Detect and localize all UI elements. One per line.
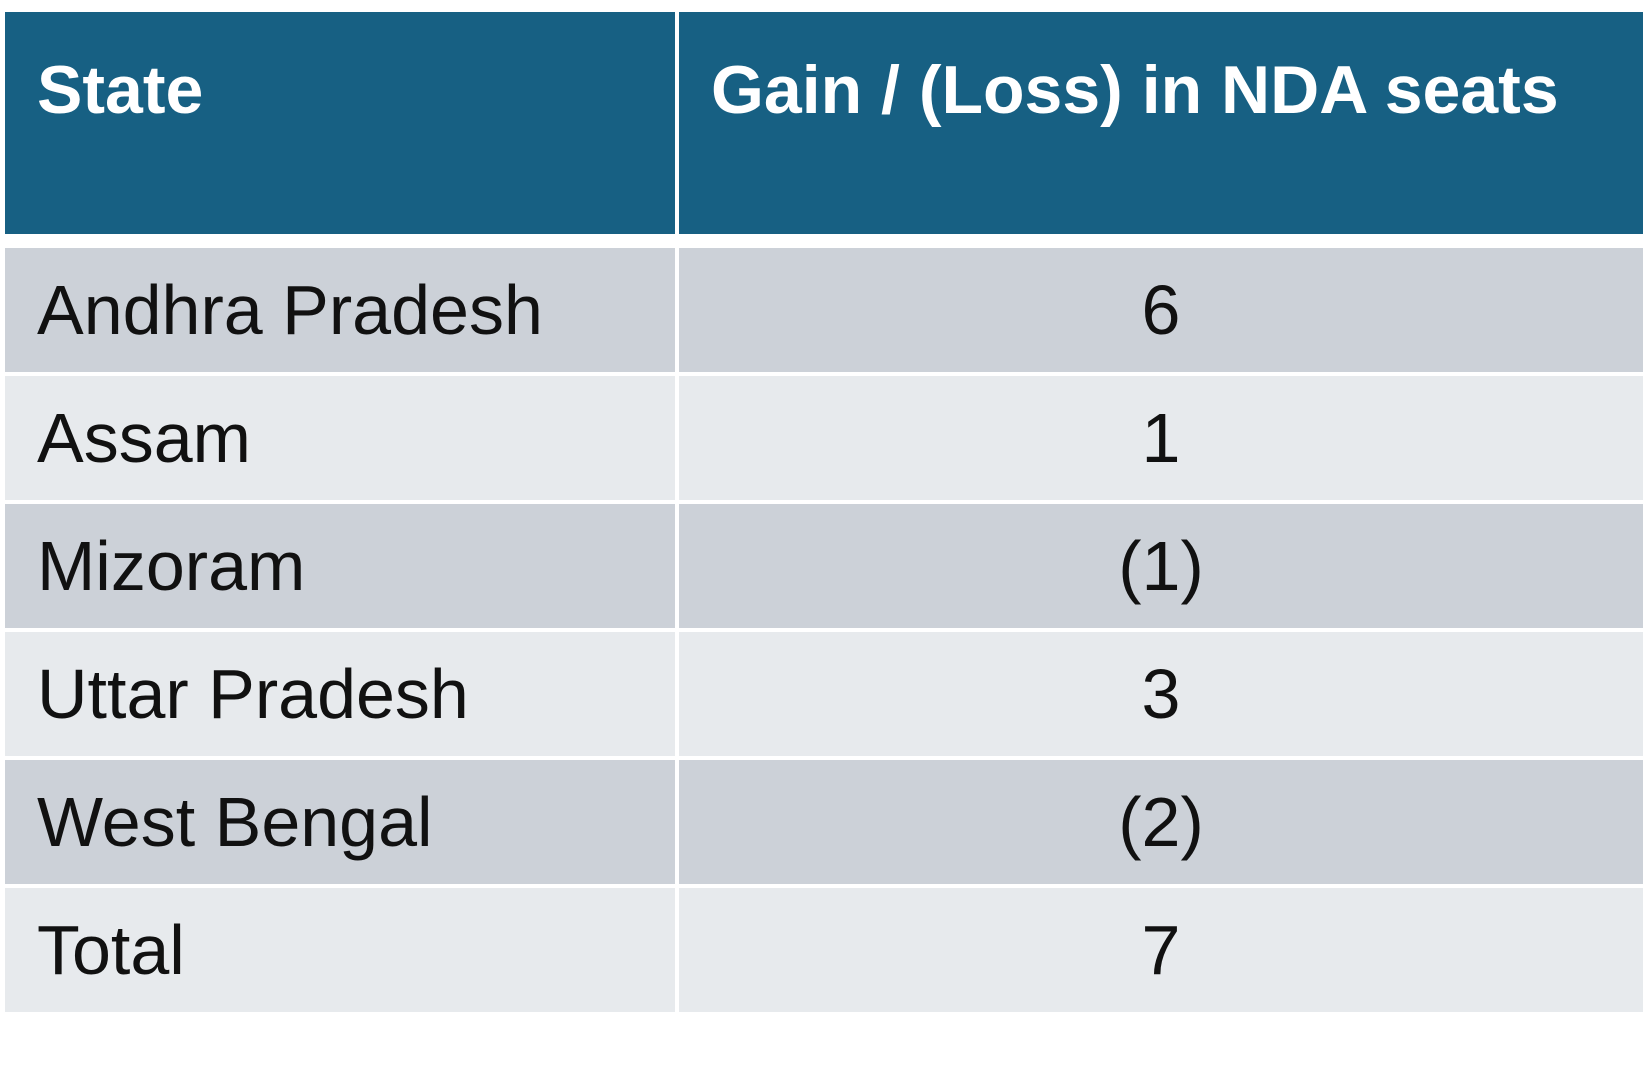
table-header-row: State Gain / (Loss) in NDA seats xyxy=(5,12,1643,234)
gain-cell: (2) xyxy=(679,760,1643,884)
header-gain-loss: Gain / (Loss) in NDA seats xyxy=(679,12,1643,234)
state-cell: Mizoram xyxy=(5,504,675,628)
table-row: Uttar Pradesh 3 xyxy=(5,632,1643,756)
gain-cell: 1 xyxy=(679,376,1643,500)
state-cell: Andhra Pradesh xyxy=(5,248,675,372)
gain-cell: 6 xyxy=(679,248,1643,372)
state-cell-total: Total xyxy=(5,888,675,1012)
table-row: West Bengal (2) xyxy=(5,760,1643,884)
gain-cell: 3 xyxy=(679,632,1643,756)
state-cell: Uttar Pradesh xyxy=(5,632,675,756)
gain-cell: (1) xyxy=(679,504,1643,628)
table-row: Mizoram (1) xyxy=(5,504,1643,628)
table-row: Assam 1 xyxy=(5,376,1643,500)
state-cell: Assam xyxy=(5,376,675,500)
gain-cell-total: 7 xyxy=(679,888,1643,1012)
table-row-total: Total 7 xyxy=(5,888,1643,1012)
table-row: Andhra Pradesh 6 xyxy=(5,248,1643,372)
state-cell: West Bengal xyxy=(5,760,675,884)
data-table: State Gain / (Loss) in NDA seats Andhra … xyxy=(5,12,1643,1016)
header-state: State xyxy=(5,12,675,234)
